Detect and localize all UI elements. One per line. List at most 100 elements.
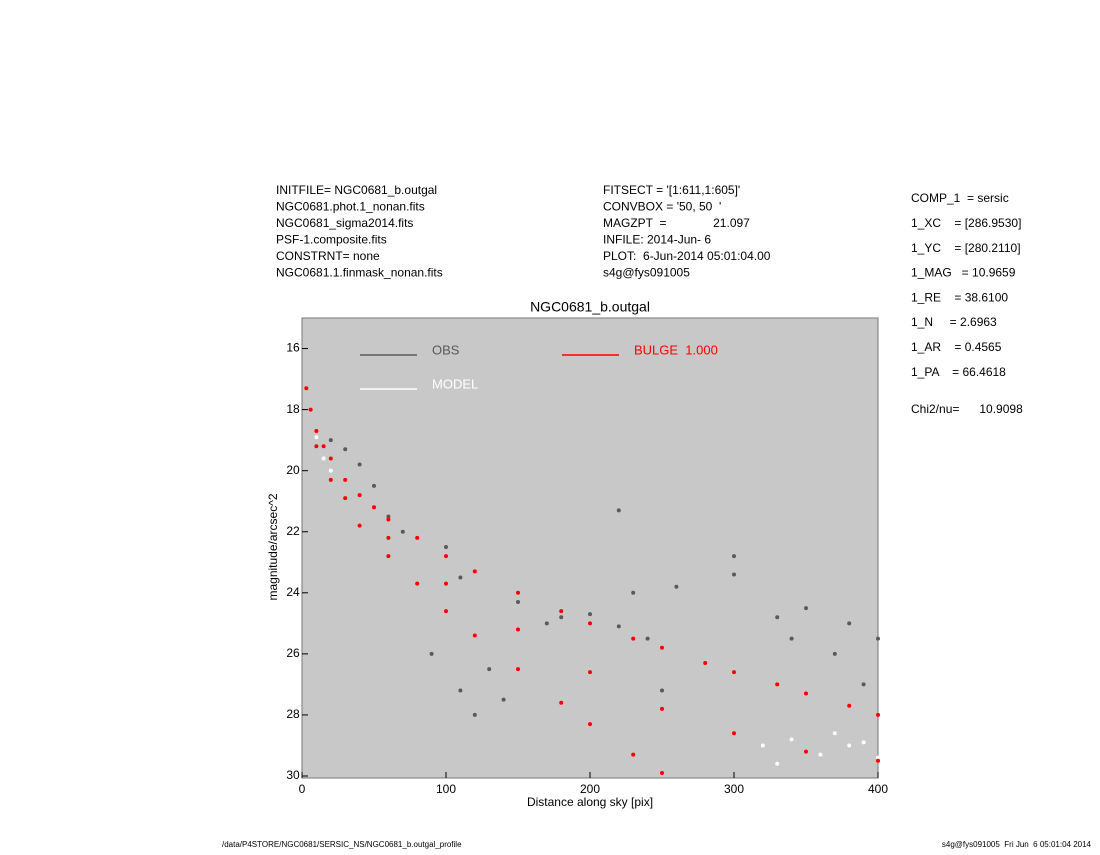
data-point [343,477,348,482]
data-point [775,761,780,766]
plot-area [301,317,879,779]
data-point [703,661,708,666]
data-point [660,706,664,711]
data-point [429,651,434,656]
data-point [328,468,333,473]
data-point [660,770,664,775]
y-tick-label: 22 [286,524,300,538]
x-tick-label: 400 [868,782,888,796]
fit-parameter: COMP_1 = sersic [911,191,1009,205]
x-tick-label: 100 [436,782,456,796]
data-point [876,758,880,763]
footer-right: s4g@fys091005 Fri Jun 6 05:01:04 2014 [942,840,1092,849]
header-line: MAGZPT = 21.097 [603,216,750,230]
data-point [314,428,319,433]
data-point [559,609,564,614]
header-line: PSF-1.composite.fits [276,233,387,247]
data-point [357,462,362,467]
data-point [588,621,592,626]
data-point [386,554,391,559]
data-point [444,545,448,549]
data-point [357,523,362,528]
header-line: PLOT: 6-Jun-2014 05:01:04.00 [603,249,771,263]
data-point [386,535,391,540]
data-point [343,447,348,452]
x-tick-label: 0 [299,782,306,796]
header-line: CONSTRNT= none [276,249,380,263]
data-point [415,535,420,540]
data-point [732,670,736,675]
data-point [832,731,837,736]
data-point [487,667,492,672]
data-point [516,667,520,672]
fit-parameter: 1_N = 2.6963 [911,315,997,329]
y-tick-label: 16 [286,341,300,355]
data-point [616,508,621,513]
data-point [444,609,448,614]
data-point [544,621,549,626]
data-point [308,407,313,412]
data-point [804,749,808,754]
data-point [660,688,664,693]
data-point [372,483,376,488]
data-point [472,569,477,574]
data-point [458,575,463,580]
data-point [847,743,852,748]
data-point [861,682,866,687]
data-point [674,584,679,589]
y-tick-label: 20 [286,463,300,477]
data-point [314,435,319,440]
data-point [732,572,736,577]
data-point [559,700,564,705]
data-point [588,612,592,617]
data-point [732,554,736,559]
y-tick-label: 18 [286,402,300,416]
data-point [444,581,448,586]
data-point [328,456,333,461]
data-point [732,731,736,736]
data-point [876,755,880,760]
data-point [818,752,823,757]
data-point [304,386,309,391]
data-point [645,636,650,641]
header-line: CONVBOX = '50, 50 ' [603,200,721,214]
y-tick-label: 26 [286,646,300,660]
footer-left: /data/P4STORE/NGC0681/SERSIC_NS/NGC0681_… [222,840,462,849]
fit-parameter: 1_PA = 66.4618 [911,365,1006,379]
data-point [876,636,880,641]
fit-parameter: 1_RE = 38.6100 [911,290,1008,304]
data-point [328,438,333,443]
data-point [516,627,520,632]
data-point [321,456,326,461]
data-point [559,615,564,620]
data-point [861,740,866,745]
data-point [472,712,477,717]
x-axis-label: Distance along sky [pix] [527,795,653,809]
data-point [400,529,405,534]
header-line: INITFILE= NGC0681_b.outgal [276,183,437,197]
data-point [372,505,376,510]
data-point [804,691,808,696]
data-point [631,752,636,757]
fit-parameter: 1_YC = [280.2110] [911,241,1021,255]
x-tick-label: 200 [580,782,600,796]
data-point [847,621,852,626]
fit-parameter: 1_XC = [286.9530] [911,216,1021,230]
data-point [472,633,477,638]
fit-parameter: 1_MAG = 10.9659 [911,266,1016,280]
data-point [616,624,621,629]
data-point [501,697,506,702]
data-point [343,496,348,501]
header-line: NGC0681_sigma2014.fits [276,216,413,230]
data-point [789,636,794,641]
data-point [516,599,520,604]
data-point [804,606,808,611]
legend-label: OBS [432,342,460,357]
data-point [415,581,420,586]
data-point [631,636,636,641]
data-point [775,682,780,687]
data-point [588,670,592,675]
legend-label: MODEL [432,376,478,391]
data-point [386,514,391,519]
data-point [832,651,837,656]
